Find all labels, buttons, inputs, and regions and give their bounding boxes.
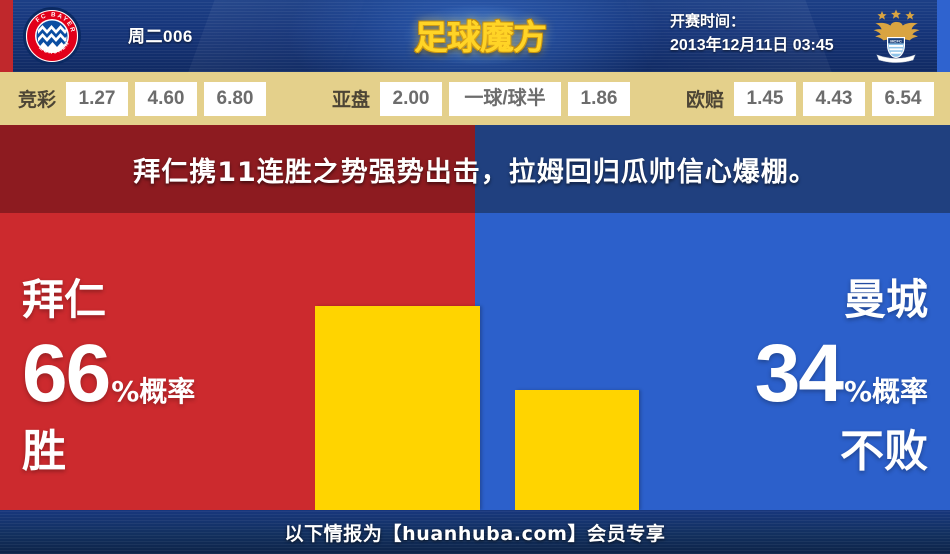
headline-band-right [475,125,950,213]
footer-bar: 以下情报为【huanhuba.com】会员专享 [0,510,950,554]
odds-cell-european-away[interactable]: 6.54 [872,81,935,116]
odds-cell-asian-home[interactable]: 2.00 [380,81,443,116]
home-probability-suffix: %概率 [111,375,196,408]
bar-away-probability [515,390,639,510]
away-probability-row: 34 %概率 [648,333,928,415]
odds-label-asian: 亚盘 [332,89,371,111]
bar-home-probability [315,306,480,510]
odds-cell-jingcai-home[interactable]: 1.27 [66,81,129,116]
probability-chart: 拜仁 66 %概率 胜 曼城 34 %概率 不败 [0,213,950,510]
odds-cell-jingcai-away[interactable]: 6.80 [204,81,267,116]
odds-group-european: 欧赔 1.45 4.43 6.54 [686,72,935,125]
odds-cell-european-draw[interactable]: 4.43 [803,81,866,116]
home-stats: 拜仁 66 %概率 胜 [22,213,302,510]
home-probability-row: 66 %概率 [22,333,302,415]
header-edge-stripe-red [0,0,13,72]
logo-text: 足球魔方 [414,18,547,58]
away-probability-value: 34 [754,328,844,419]
footer-notice: 以下情报为【huanhuba.com】会员专享 [284,522,666,545]
home-outcome-label: 胜 [22,426,66,477]
bayern-munich-crest: FC BAYERN MÜNCHEN [22,6,81,65]
odds-group-asian: 亚盘 2.00 一球/球半 1.86 [332,72,631,125]
headline-band-left [0,125,475,213]
kickoff-label: 开赛时间： [670,13,746,30]
odds-bar: 竞彩 1.27 4.60 6.80 亚盘 2.00 一球/球半 1.86 欧赔 … [0,72,950,125]
header-highlight-left [174,0,376,72]
away-stats: 曼城 34 %概率 不败 [648,213,928,510]
away-team-name: 曼城 [843,275,928,324]
odds-cell-jingcai-draw[interactable]: 4.60 [135,81,198,116]
header-edge-stripe-blue [937,0,950,72]
headline-band: 拜仁携11连胜之势强势出击，拉姆回归瓜帅信心爆棚。 [0,125,950,213]
odds-cell-asian-away[interactable]: 1.86 [568,81,631,116]
headline-text: 拜仁携11连胜之势强势出击，拉姆回归瓜帅信心爆棚。 [133,156,817,188]
kickoff-info: 开赛时间： 2013年12月11日 03:45 [670,10,880,58]
header-bar: FC BAYERN MÜNCHEN 周二006 足球魔方 开赛时间： 2013年… [0,0,950,72]
home-probability-value: 66 [22,328,111,419]
site-logo[interactable]: 足球魔方 [360,0,600,72]
home-team-name: 拜仁 [22,275,107,324]
odds-label-jingcai: 竞彩 [18,89,57,111]
away-probability-suffix: %概率 [843,375,928,408]
odds-cell-asian-handicap[interactable]: 一球/球半 [449,81,562,116]
odds-label-european: 欧赔 [686,89,725,111]
manchester-city-crest: MCFC [873,9,920,63]
footer-texture [0,510,950,554]
away-outcome-label: 不败 [840,426,928,477]
svg-text:MCFC: MCFC [890,38,902,43]
odds-cell-european-home[interactable]: 1.45 [734,81,797,116]
odds-group-jingcai: 竞彩 1.27 4.60 6.80 [18,72,267,125]
match-number: 周二006 [128,27,193,46]
kickoff-time: 2013年12月11日 03:45 [670,37,834,54]
